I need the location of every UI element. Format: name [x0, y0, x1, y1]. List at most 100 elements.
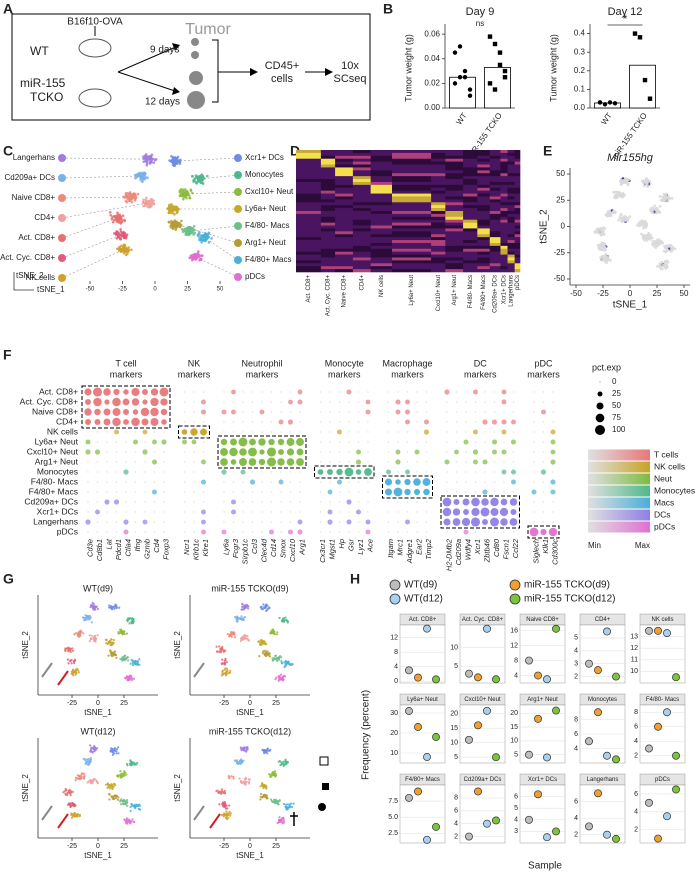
heatmap-cell [477, 222, 491, 226]
heatmap-cell [352, 170, 371, 174]
heatmap-cell [352, 164, 371, 168]
cell-dot [152, 157, 155, 161]
heatmap-cell [445, 196, 464, 200]
expr-dot [159, 387, 169, 397]
expr-dot [115, 491, 118, 493]
data-point [594, 708, 602, 717]
heatmap-cell [463, 193, 478, 197]
cell-dot [278, 818, 281, 821]
cell-dot [125, 632, 129, 635]
heatmap-cell [514, 152, 521, 157]
expr-dot [367, 451, 369, 453]
heatmap-cell [296, 251, 322, 255]
cluster-label: Cd209a+ DCs [5, 173, 55, 182]
cell-dot [284, 805, 287, 808]
heatmap-cell [320, 179, 336, 183]
heatmap-cell [500, 190, 508, 194]
cell-dot [263, 649, 266, 652]
expr-dot [319, 441, 322, 443]
cluster-label: Cxcl10+ Neut [245, 187, 294, 196]
cell-dot [278, 816, 281, 819]
heatmap-cell [445, 181, 464, 186]
expr-dot [270, 511, 273, 513]
expr-dot [327, 489, 333, 495]
heatmap-cell [463, 237, 478, 241]
expr-dot [299, 501, 301, 503]
heatmap-cell [514, 213, 521, 218]
heatmap-cell [431, 231, 446, 235]
heatmap-cell [507, 222, 515, 226]
expr-dot [267, 457, 276, 467]
expr-dot [425, 451, 428, 453]
expr-dot [96, 491, 99, 493]
expr-dot [387, 461, 390, 463]
heatmap-cell [500, 167, 508, 171]
cell-dot [621, 218, 625, 222]
gene-label: Foxp3 [161, 538, 170, 560]
heatmap-cell [392, 152, 432, 157]
cell-dot [192, 257, 196, 261]
cell-dot [229, 634, 232, 637]
expr-dot [531, 489, 537, 495]
cell-dot [198, 238, 201, 242]
heatmap-cell [489, 167, 501, 171]
legend-label: 50 [612, 401, 621, 410]
expr-dot [474, 531, 477, 533]
expr-dot [87, 461, 89, 463]
color-key [588, 521, 650, 533]
expr-dot [248, 458, 257, 466]
cluster-label: Arg1+ Neut [245, 238, 286, 247]
x-tick-label: 25 [120, 843, 128, 850]
expr-dot [289, 431, 292, 433]
row-label: F4/80- Macs [31, 476, 78, 486]
cell-dot [228, 810, 231, 814]
expr-dot [163, 521, 165, 523]
heatmap-cell [463, 170, 478, 174]
heatmap-cell [320, 216, 336, 221]
cell-dot [651, 239, 655, 243]
heatmap-cell [463, 240, 478, 244]
heatmap-cell [514, 173, 521, 177]
expr-dot [405, 469, 410, 475]
heatmap-cell [500, 254, 508, 258]
heatmap-cell [296, 161, 322, 165]
expr-dot [84, 388, 92, 396]
cell-dot [123, 236, 126, 239]
gene-label: Mrc1 [395, 539, 404, 556]
cell-dot [191, 174, 194, 178]
x-tick-label: WT [599, 111, 614, 126]
highlight-box [81, 385, 171, 429]
expr-dot [425, 411, 428, 413]
cell-dot [248, 780, 251, 783]
column-label: Naive CD8+ [342, 275, 348, 308]
cell-dot [67, 662, 70, 665]
cell-dot [240, 636, 243, 639]
heatmap-cell [463, 199, 478, 203]
expr-dot [474, 441, 477, 443]
expr-dot [202, 391, 205, 393]
cell-dot [95, 779, 98, 782]
heatmap-cell [320, 181, 336, 186]
expr-dot [248, 447, 257, 457]
cell-dot [120, 630, 123, 633]
expr-dot [533, 451, 535, 453]
cell-dot [127, 248, 130, 251]
cell-dot [134, 195, 138, 199]
expr-dot [348, 461, 350, 463]
expr-dot [251, 531, 254, 533]
expr-dot [96, 481, 99, 483]
expr-dot [134, 531, 137, 533]
cell-dot [138, 803, 141, 806]
cell-dot [650, 242, 654, 246]
expr-dot [493, 461, 496, 463]
legend-label: Macs [654, 497, 674, 507]
y-tick-label: 0.1 [574, 85, 586, 94]
expr-dot [406, 441, 409, 443]
cell-dot [125, 773, 128, 776]
heatmap-cell [514, 222, 521, 226]
cell-dot [134, 805, 137, 808]
cell-dot [278, 655, 282, 658]
heatmap-cell [463, 187, 478, 191]
expr-dot [405, 419, 410, 425]
x-tick-label: 0 [628, 289, 633, 298]
